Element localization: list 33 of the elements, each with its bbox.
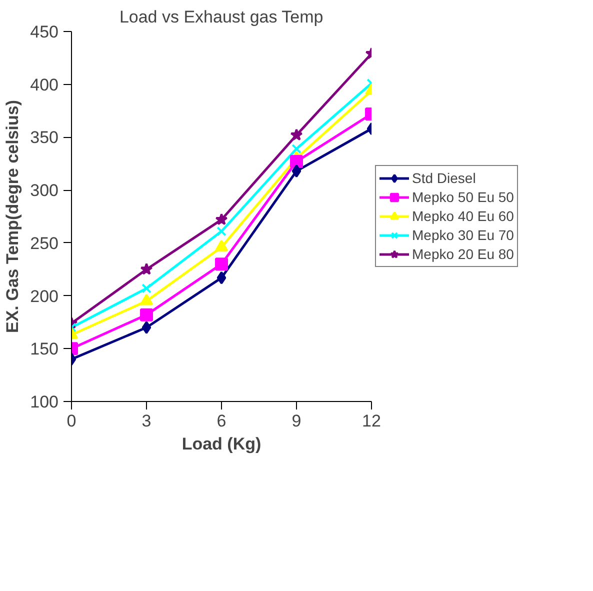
y-tick-label: 400 [30,75,59,94]
point [216,226,226,236]
point [140,308,153,322]
x-tick-label: 9 [292,412,302,430]
y-tick-label: 100 [30,392,59,412]
point [142,283,152,294]
y-tick-label: 200 [30,286,59,306]
x-tick-label: 12 [362,412,381,430]
legend-label: Std Diesel [412,170,476,186]
y-axis-title: EX. Gas Temp(degre celsius) [3,100,22,334]
y-tick-label: 450 [30,22,59,42]
x-tick-label: 6 [216,412,226,430]
y-tick-label: 150 [30,340,59,359]
point [290,155,303,168]
point [215,213,228,226]
point [215,258,228,271]
x-tick-label: 0 [66,412,76,430]
point [292,164,302,178]
point [216,271,226,284]
point [142,321,152,334]
chart-title: Load vs Exhaust gas Temp [119,8,324,26]
y-tick-label: 350 [30,128,59,148]
legend-label: Mepko 50 Eu 50 [412,189,514,205]
point [290,128,303,141]
point [140,262,153,275]
legend-label: Mepko 20 Eu 80 [412,246,514,262]
legend-label: Mepko 40 Eu 60 [412,208,514,224]
legend-label: Mepko 30 Eu 70 [412,227,514,243]
x-axis-title: Load (Kg) [182,434,262,454]
y-tick-label: 300 [30,181,59,200]
x-tick-label: 3 [142,412,152,430]
point [292,144,302,154]
y-tick-label: 250 [30,234,59,253]
